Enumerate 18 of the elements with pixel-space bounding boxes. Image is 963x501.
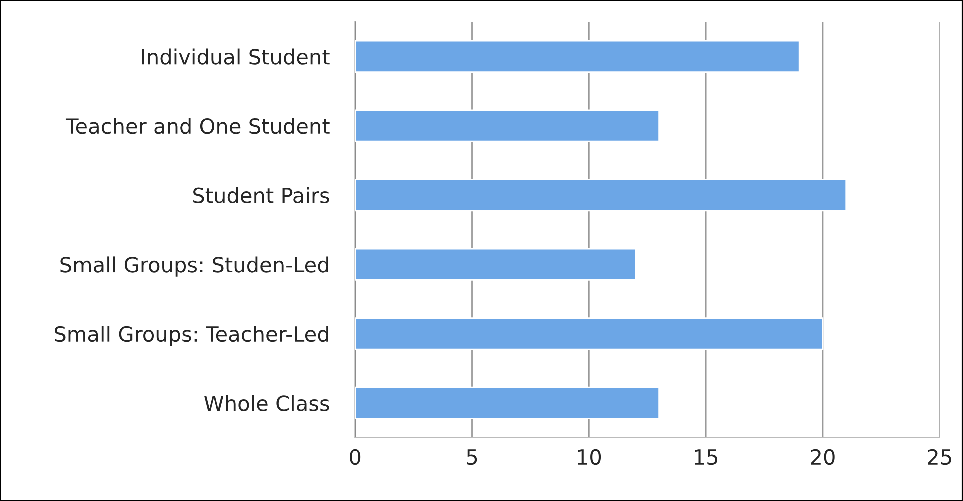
bar [355,110,660,142]
y-tick-label: Small Groups: Teacher-Led [55,326,328,346]
bar [355,386,660,420]
y-tick-label: Small Groups: Studen-Led [60,256,328,277]
x-tick-label: 15 [695,450,718,466]
y-tick-label: Individual Student [142,48,330,65]
x-tick-label: 10 [578,449,602,466]
x-tick-label: 25 [928,449,952,466]
y-tick-label: Student Pairs [193,187,330,204]
bar [355,318,824,350]
bar [355,179,848,212]
bar [355,248,637,281]
x-tick-label: 5 [467,450,478,466]
y-tick-label: Whole Class [204,395,330,412]
bar [355,40,800,73]
y-tick-label: Teacher and One Student [66,118,330,134]
x-tick-label: 0 [350,449,361,466]
x-tick-label: 20 [811,449,835,466]
